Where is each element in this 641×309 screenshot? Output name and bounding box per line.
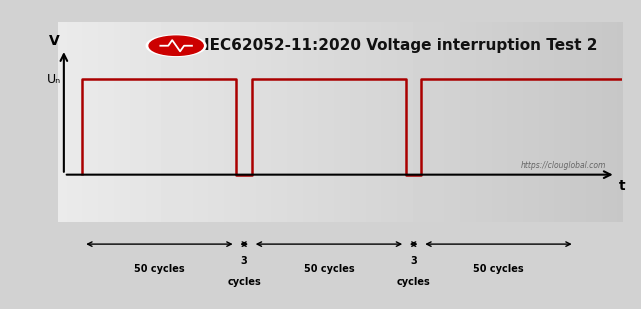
Text: 50 cycles: 50 cycles <box>304 265 354 274</box>
Text: IEC62052-11:2020 Voltage interruption Test 2: IEC62052-11:2020 Voltage interruption Te… <box>204 38 598 53</box>
Text: 50 cycles: 50 cycles <box>134 265 185 274</box>
Text: 3: 3 <box>241 256 247 266</box>
Text: V: V <box>49 34 59 48</box>
Text: t: t <box>619 180 626 193</box>
Circle shape <box>146 35 206 56</box>
Text: https://clouglobal.com: https://clouglobal.com <box>521 161 606 170</box>
Text: cycles: cycles <box>228 277 261 287</box>
Text: cycles: cycles <box>397 277 431 287</box>
Text: Uₙ: Uₙ <box>47 73 62 86</box>
Circle shape <box>149 36 203 55</box>
Text: 50 cycles: 50 cycles <box>473 265 524 274</box>
Text: 3: 3 <box>410 256 417 266</box>
